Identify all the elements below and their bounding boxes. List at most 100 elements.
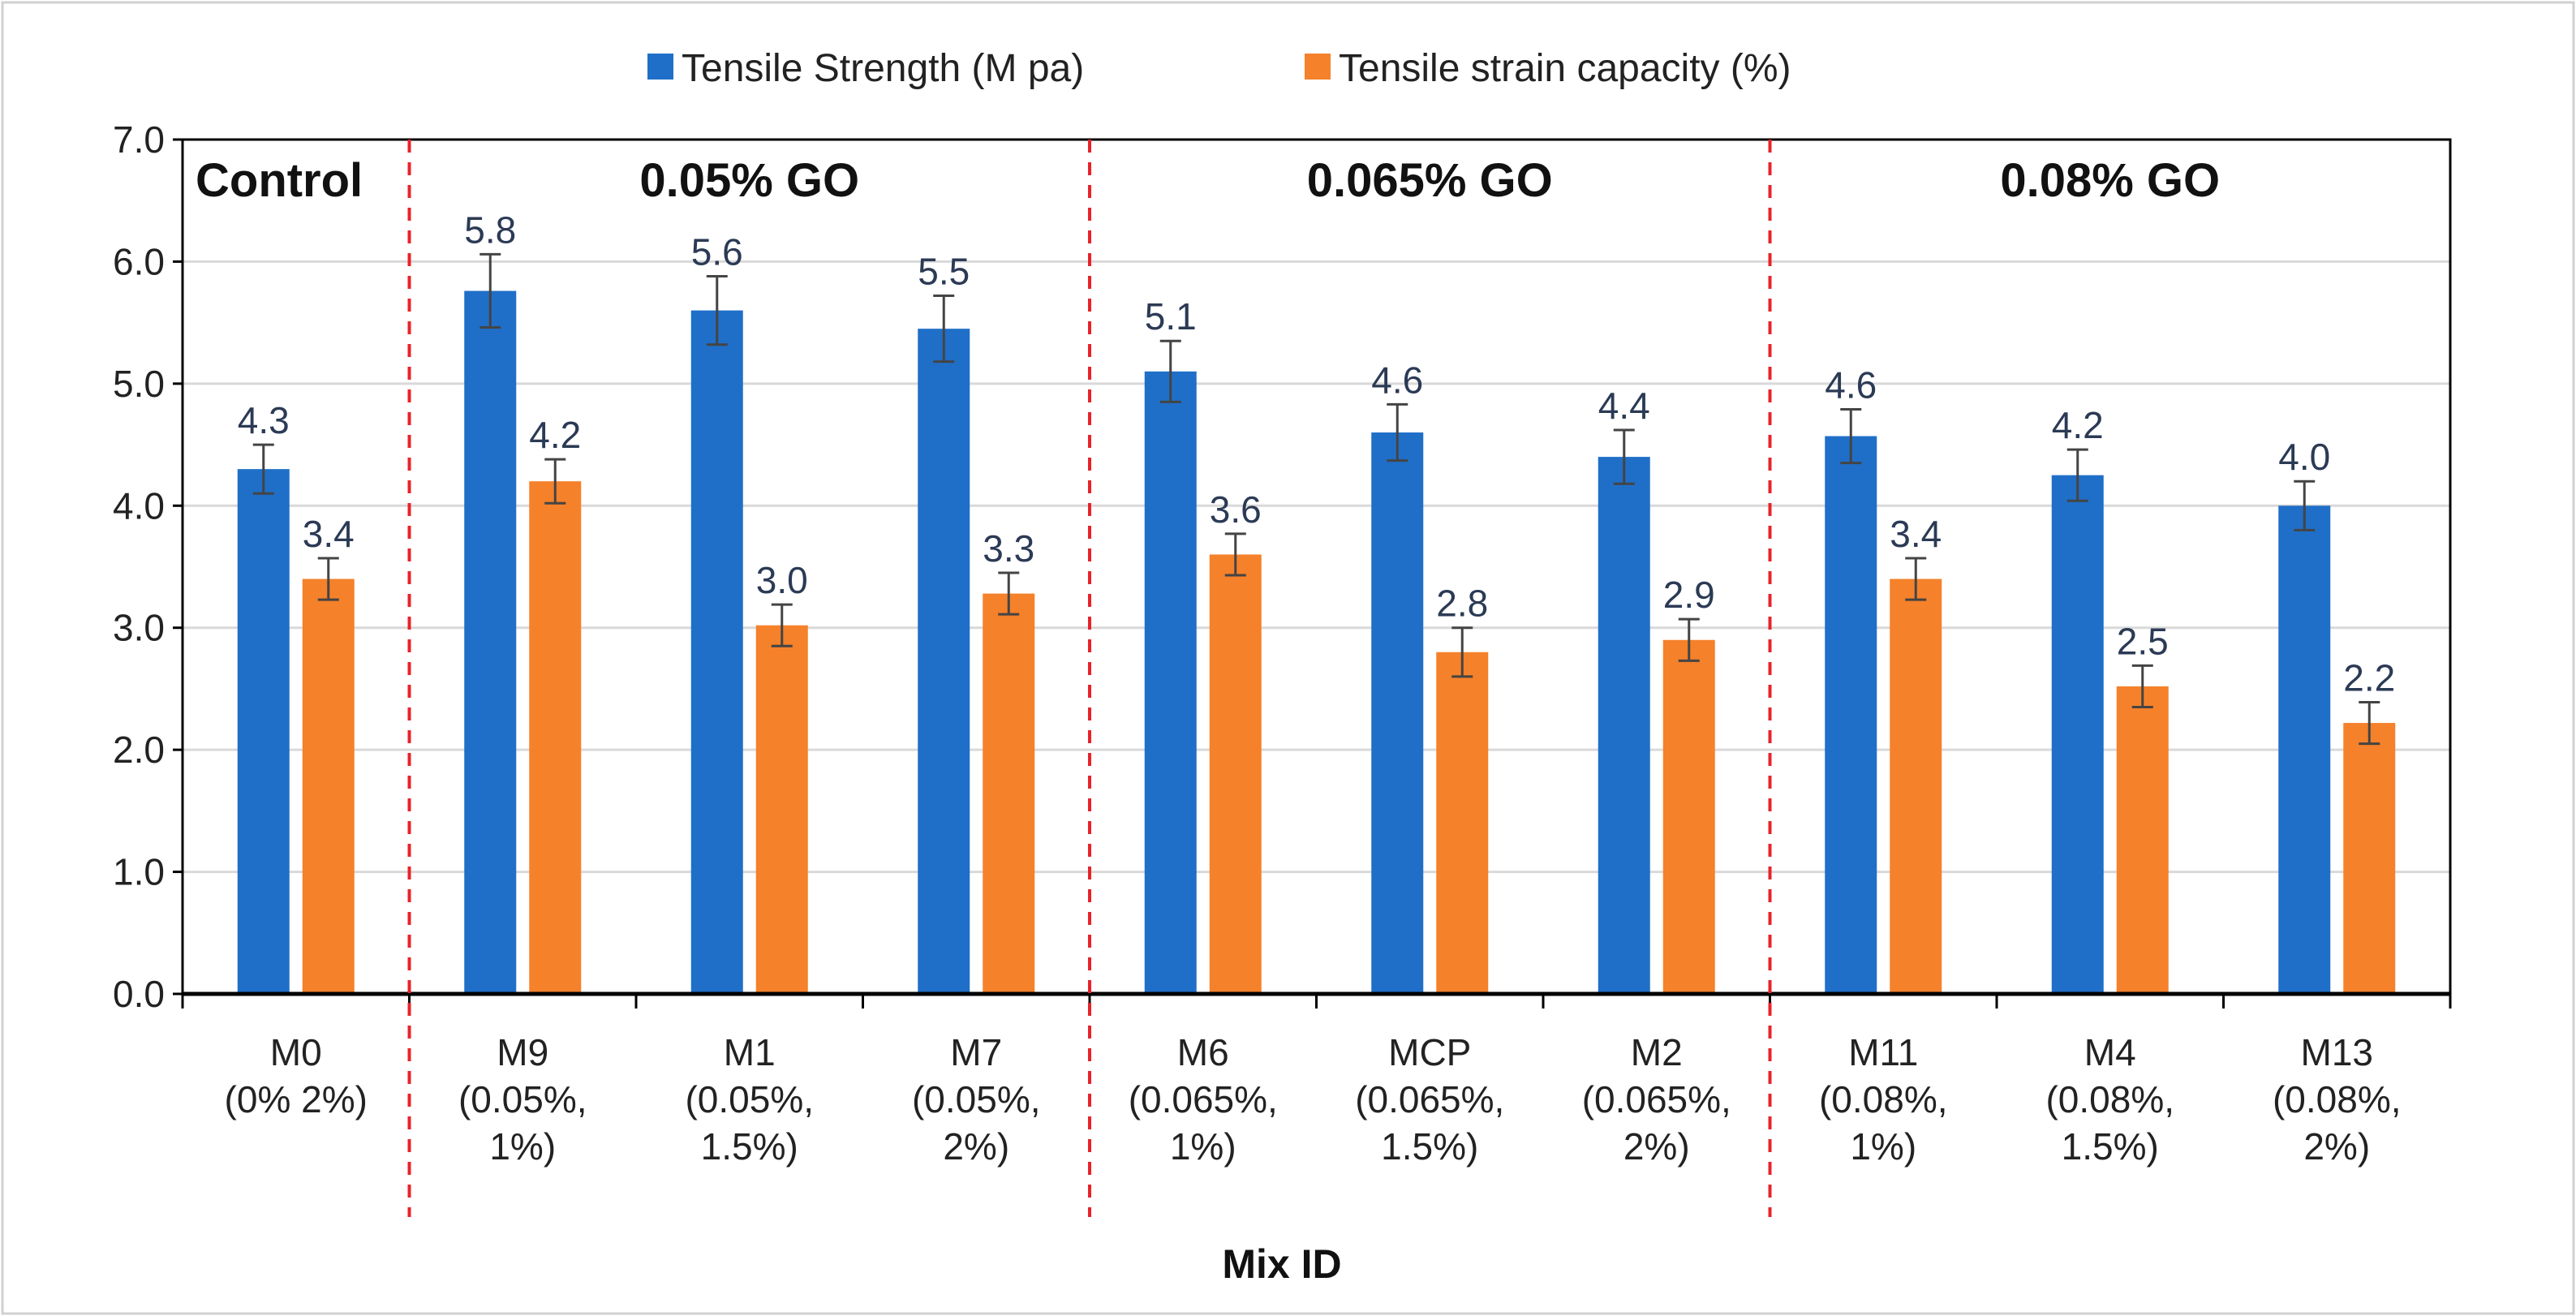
- data-label-strain-0: 3.4: [303, 513, 355, 555]
- x-tick-label-8-line-1: (0.08%,: [2045, 1078, 2174, 1120]
- bar-strength-9: [2278, 505, 2331, 994]
- y-tick-label-1: 1.0: [113, 851, 165, 893]
- y-tick-label-5: 5.0: [113, 363, 165, 405]
- data-label-strain-9: 2.2: [2343, 656, 2395, 699]
- x-tick-label-6-line-1: (0.065%,: [1582, 1078, 1731, 1120]
- data-label-strain-2: 3.0: [756, 559, 808, 601]
- y-tick-label-0: 0.0: [113, 973, 165, 1015]
- y-tick-label-2: 2.0: [113, 729, 165, 771]
- x-tick-label-1: M9 (0.05%, 1%): [458, 1031, 587, 1168]
- x-tick-label-4-line-2: 1%): [1170, 1125, 1236, 1168]
- bar-strength-4: [1144, 371, 1197, 994]
- bar-strength-5: [1371, 432, 1424, 994]
- data-label-strength-6: 4.4: [1598, 385, 1650, 427]
- data-label-strength-1: 5.8: [464, 209, 516, 251]
- bar-strain-7: [1890, 578, 1942, 994]
- bar-strain-9: [2343, 723, 2396, 994]
- data-label-strain-5: 2.8: [1436, 583, 1488, 625]
- bar-strength-0: [237, 469, 290, 994]
- bar-strain-6: [1662, 639, 1715, 994]
- x-tick-label-1-line-1: (0.05%,: [458, 1078, 587, 1120]
- data-label-strength-7: 4.6: [1825, 363, 1877, 406]
- x-tick-label-9-line-0: M13: [2301, 1031, 2373, 1073]
- bar-strain-0: [302, 578, 355, 994]
- x-tick-label-7-line-0: M11: [1848, 1031, 1918, 1073]
- bar-strength-8: [2051, 475, 2104, 994]
- axes: 0.0 1.0 2.0 3.0 4.0 5.0 6.0 7.0: [113, 118, 2452, 1015]
- data-label-strength-8: 4.2: [2052, 404, 2104, 446]
- y-tick-label-7: 7.0: [113, 118, 165, 161]
- bar-strain-3: [983, 593, 1035, 994]
- x-tick-label-9: M13 (0.08%, 2%): [2273, 1031, 2402, 1168]
- x-tick-label-3-line-2: 2%): [943, 1125, 1009, 1168]
- data-label-strength-3: 5.5: [918, 251, 970, 293]
- bar-strength-1: [464, 290, 517, 994]
- group-label-3: 0.08% GO: [2000, 154, 2220, 207]
- bar-strain-1: [529, 481, 582, 994]
- x-tick-labels: M0 (0% 2%) M9 (0.05%, 1%) M1 (0.05%, 1.5%) M7 (0.…: [225, 1031, 2402, 1168]
- x-tick-label-8-line-2: 1.5%): [2062, 1125, 2159, 1168]
- bar-strain-5: [1436, 652, 1489, 994]
- x-tick-label-3-line-0: M7: [950, 1031, 1002, 1073]
- x-tick-label-3-line-1: (0.05%,: [912, 1078, 1041, 1120]
- data-label-strain-3: 3.3: [983, 527, 1034, 570]
- data-label-strength-5: 4.6: [1371, 359, 1423, 401]
- x-tick-label-8-line-0: M4: [2084, 1031, 2136, 1073]
- group-label-1: 0.05% GO: [639, 154, 859, 207]
- x-tick-label-8: M4 (0.08%, 1.5%): [2045, 1031, 2174, 1168]
- group-label-0: Control: [196, 154, 363, 207]
- x-tick-label-5-line-1: (0.065%,: [1355, 1078, 1504, 1120]
- x-tick-label-9-line-1: (0.08%,: [2273, 1078, 2402, 1120]
- x-tick-label-5-line-0: MCP: [1388, 1031, 1471, 1073]
- y-tick-label-3: 3.0: [113, 607, 165, 649]
- group-label-2: 0.065% GO: [1307, 154, 1553, 207]
- error-bars: [252, 252, 2380, 746]
- bar-strength-2: [690, 310, 743, 995]
- x-tick-label-7-line-1: (0.08%,: [1819, 1078, 1948, 1120]
- x-tick-label-6-line-0: M2: [1631, 1031, 1683, 1073]
- bars: [237, 290, 2396, 995]
- x-tick-label-4-line-1: (0.065%,: [1129, 1078, 1278, 1120]
- legend-label-strain: Tensile strain capacity (%): [1339, 47, 1791, 90]
- data-labels: 4.3 5.8 5.6 5.5 5.1 4.6 4.4 4.6 4.2 4.0 3.4 4.2 3.0 3…: [238, 209, 2395, 699]
- x-tick-label-1-line-0: M9: [497, 1031, 548, 1073]
- y-tick-label-6: 6.0: [113, 240, 165, 282]
- data-label-strain-4: 3.6: [1210, 488, 1262, 531]
- legend-label-strength: Tensile Strength (M pa): [682, 47, 1084, 90]
- legend-swatch-strength: [647, 54, 673, 80]
- x-tick-label-7-line-2: 1%): [1850, 1125, 1916, 1168]
- legend-swatch-strain: [1305, 54, 1331, 80]
- x-tick-label-5: MCP (0.065%, 1.5%): [1355, 1031, 1504, 1168]
- data-label-strength-0: 4.3: [238, 399, 290, 441]
- x-tick-label-3: M7 (0.05%, 2%): [912, 1031, 1041, 1168]
- x-tick-label-4-line-0: M6: [1177, 1031, 1229, 1073]
- x-tick-label-0-line-0: M0: [270, 1031, 322, 1073]
- data-label-strength-4: 5.1: [1145, 295, 1197, 338]
- x-tick-label-2-line-1: (0.05%,: [685, 1078, 814, 1120]
- bar-strain-8: [2116, 686, 2169, 994]
- x-tick-label-7: M11 (0.08%, 1%): [1819, 1031, 1948, 1168]
- data-label-strain-8: 2.5: [2117, 620, 2169, 662]
- group-labels: Control 0.05% GO 0.065% GO 0.08% GO: [196, 154, 2220, 207]
- x-tick-label-2: M1 (0.05%, 1.5%): [685, 1031, 814, 1168]
- data-label-strain-1: 4.2: [529, 414, 581, 456]
- data-label-strength-9: 4.0: [2278, 436, 2330, 478]
- legend: Tensile Strength (M pa) Tensile strain ca…: [647, 47, 1791, 90]
- bar-strength-3: [918, 329, 970, 994]
- x-tick-label-2-line-2: 1.5%): [701, 1125, 798, 1168]
- data-label-strain-6: 2.9: [1663, 574, 1715, 616]
- data-label-strain-7: 3.4: [1890, 513, 1942, 555]
- x-tick-label-6: M2 (0.065%, 2%): [1582, 1031, 1731, 1168]
- y-tick-label-4: 4.0: [113, 484, 165, 527]
- group-separators: [407, 140, 1772, 1217]
- x-tick-label-1-line-2: 1%): [489, 1125, 556, 1168]
- x-tick-label-6-line-2: 2%): [1623, 1125, 1690, 1168]
- x-tick-label-4: M6 (0.065%, 1%): [1129, 1031, 1278, 1168]
- x-axis-title: Mix ID: [1222, 1241, 1341, 1287]
- x-tick-label-2-line-0: M1: [724, 1031, 776, 1073]
- bar-strain-4: [1209, 554, 1262, 994]
- x-tick-label-0-line-1: (0% 2%): [225, 1078, 368, 1120]
